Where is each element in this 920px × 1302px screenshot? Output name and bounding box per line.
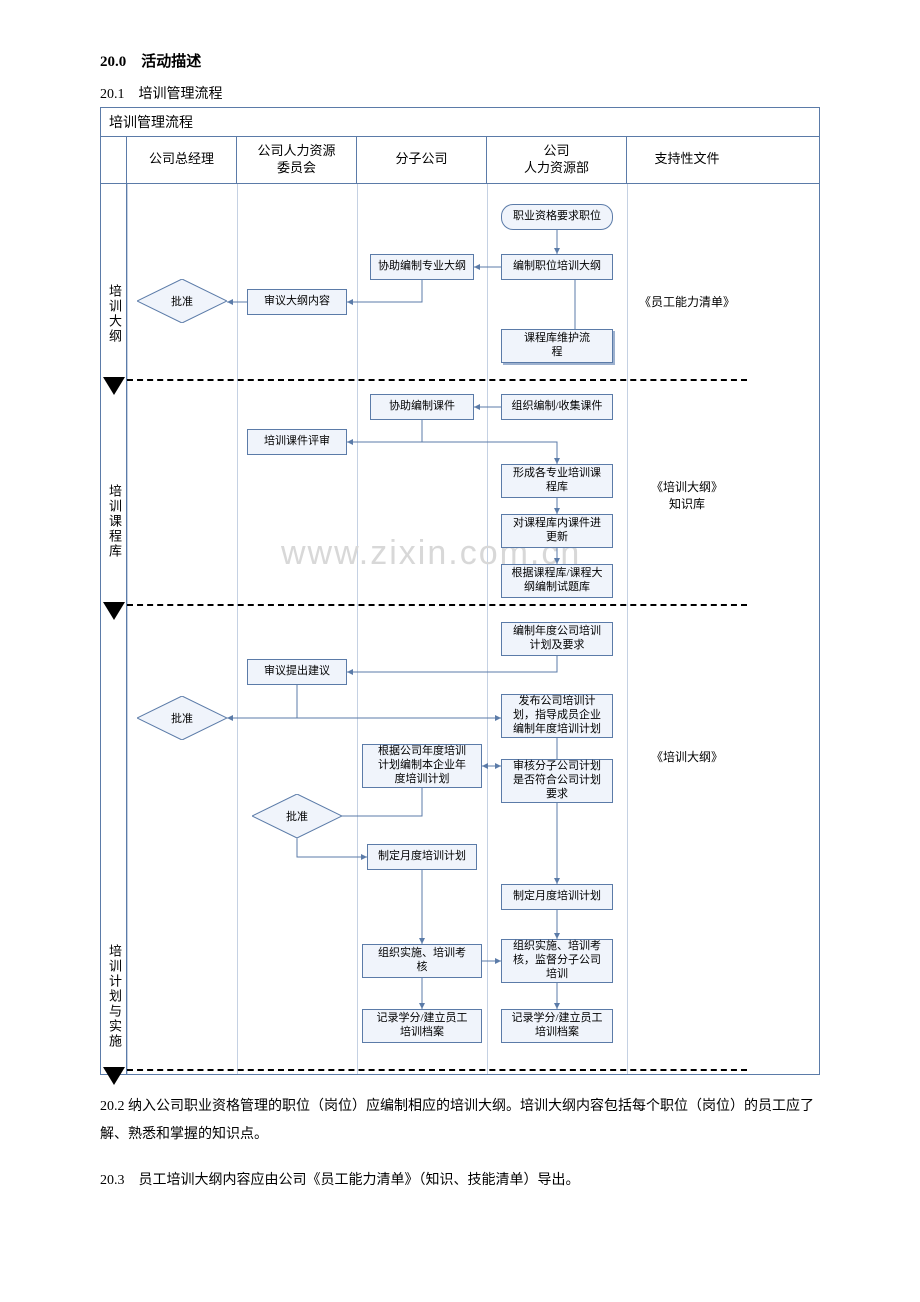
- flowchart-node: 根据课程库/课程大纲编制试题库: [501, 564, 613, 598]
- phase-label: 培训大纲: [105, 284, 124, 344]
- supporting-doc: 《员工能力清单》: [633, 294, 741, 311]
- column-header: 支持性文件: [627, 137, 747, 183]
- flowchart-node: 发布公司培训计划，指导成员企业编制年度培训计划: [501, 694, 613, 738]
- flowchart-node: 根据公司年度培训计划编制本企业年度培训计划: [362, 744, 482, 788]
- flowchart-node: 协助编制课件: [370, 394, 474, 420]
- phase-arrow-icon: [103, 1067, 125, 1093]
- flowchart-node: 课程库维护流程: [501, 329, 613, 363]
- flowchart-node: 对课程库内课件进更新: [501, 514, 613, 548]
- phase-arrow-icon: [103, 377, 125, 403]
- flowchart-node: 记录学分/建立员工培训档案: [362, 1009, 482, 1043]
- flowchart-node: 制定月度培训计划: [367, 844, 477, 870]
- flowchart-node: 审议提出建议: [247, 659, 347, 685]
- supporting-doc: 《培训大纲》知识库: [633, 479, 741, 513]
- column-header: 分子公司: [357, 137, 487, 183]
- column-divider: [237, 184, 238, 1074]
- column-header: 公司总经理: [127, 137, 237, 183]
- paragraph-20-2: 20.2 纳入公司职业资格管理的职位（岗位）应编制相应的培训大纲。培训大纲内容包…: [100, 1093, 820, 1149]
- phase-divider: [127, 604, 747, 606]
- flowchart-node: 审核分子公司计划是否符合公司计划要求: [501, 759, 613, 803]
- column-divider: [127, 184, 128, 1074]
- supporting-doc: 《培训大纲》: [633, 749, 741, 766]
- phase-arrow-icon: [103, 602, 125, 628]
- flowchart-node: 职业资格要求职位: [501, 204, 613, 230]
- flowchart-node: 协助编制专业大纲: [370, 254, 474, 280]
- flowchart-title: 培训管理流程: [101, 108, 819, 137]
- flowchart-node: 制定月度培训计划: [501, 884, 613, 910]
- flowchart-node: 组织实施、培训考核: [362, 944, 482, 978]
- flowchart-body: 培训大纲培训课程库培训计划与实施 www.zixin.com.cn职业资格要求职…: [101, 184, 747, 1074]
- phase-divider: [127, 1069, 747, 1071]
- flowchart-node: 组织实施、培训考核，监督分子公司培训: [501, 939, 613, 983]
- flowchart-header-row: 公司总经理公司人力资源委员会分子公司公司人力资源部支持性文件: [101, 137, 819, 184]
- flowchart-node: 审议大纲内容: [247, 289, 347, 315]
- column-divider: [487, 184, 488, 1074]
- flowchart-node: 组织编制/收集课件: [501, 394, 613, 420]
- column-header: 公司人力资源部: [487, 137, 627, 183]
- flowchart-node: 培训课件评审: [247, 429, 347, 455]
- flowchart-node: 形成各专业培训课程库: [501, 464, 613, 498]
- flowchart-decision: 批准: [252, 794, 342, 838]
- subsection-heading: 20.1 培训管理流程: [100, 83, 820, 103]
- phase-label: 培训课程库: [105, 484, 124, 559]
- flowchart-node: 记录学分/建立员工培训档案: [501, 1009, 613, 1043]
- column-header: [101, 137, 127, 183]
- flowchart-decision: 批准: [137, 696, 227, 740]
- column-divider: [357, 184, 358, 1074]
- column-divider: [627, 184, 628, 1074]
- paragraph-20-3: 20.3 员工培训大纲内容应由公司《员工能力清单》（知识、技能清单）导出。: [100, 1167, 820, 1195]
- section-heading: 20.0 活动描述: [100, 50, 820, 71]
- column-header: 公司人力资源委员会: [237, 137, 357, 183]
- phase-label: 培训计划与实施: [105, 944, 124, 1049]
- flowchart-node: 编制职位培训大纲: [501, 254, 613, 280]
- flowchart-decision: 批准: [137, 279, 227, 323]
- flowchart-container: 培训管理流程 公司总经理公司人力资源委员会分子公司公司人力资源部支持性文件 培训…: [100, 107, 820, 1075]
- phase-divider: [127, 379, 747, 381]
- phase-label-column: 培训大纲培训课程库培训计划与实施: [101, 184, 127, 1074]
- flowchart-node: 编制年度公司培训计划及要求: [501, 622, 613, 656]
